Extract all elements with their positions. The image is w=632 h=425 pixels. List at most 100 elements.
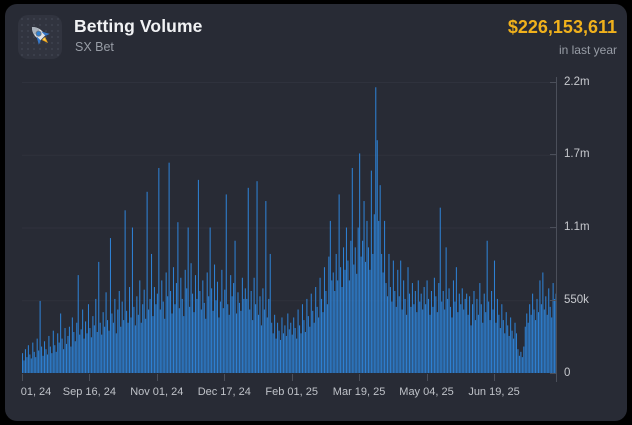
volume-bar[interactable] [306,298,308,373]
volume-bar[interactable] [420,293,422,373]
volume-bar[interactable] [477,314,479,373]
volume-bar[interactable] [244,288,246,373]
volume-bar[interactable] [178,308,180,373]
volume-bar[interactable] [523,346,525,373]
volume-bar[interactable] [318,317,320,373]
volume-bar[interactable] [303,320,305,373]
volume-bar[interactable] [489,320,491,373]
volume-bar[interactable] [548,288,550,373]
volume-bar[interactable] [508,335,510,373]
volume-bar[interactable] [219,301,221,373]
volume-bar[interactable] [554,298,556,373]
volume-bar[interactable] [89,328,91,373]
volume-bar[interactable] [532,293,534,373]
volume-bar[interactable] [52,330,54,373]
volume-bar[interactable] [22,353,24,373]
volume-bar[interactable] [362,240,364,373]
volume-bar[interactable] [312,310,314,373]
volume-bar[interactable] [429,314,431,373]
volume-bar[interactable] [384,220,386,373]
volume-bar[interactable] [436,312,438,373]
volume-bar[interactable] [58,342,60,373]
volume-bar[interactable] [107,320,109,373]
volume-bar[interactable] [335,253,337,373]
volume-bar[interactable] [301,304,304,373]
volume-bar[interactable] [197,179,199,373]
volume-bar[interactable] [326,304,328,373]
volume-bar[interactable] [353,264,355,373]
volume-bar[interactable] [282,333,284,373]
volume-bar[interactable] [545,296,547,373]
volume-bar[interactable] [39,300,41,373]
volume-bar[interactable] [133,306,135,373]
volume-bar[interactable] [491,290,493,373]
volume-bar[interactable] [260,325,262,373]
volume-bar[interactable] [476,298,478,373]
volume-bar[interactable] [205,318,207,373]
volume-bar[interactable] [256,181,258,373]
volume-bar[interactable] [278,330,280,373]
volume-bar[interactable] [269,253,271,373]
volume-bar[interactable] [364,261,367,373]
volume-bar[interactable] [316,306,318,373]
volume-bar[interactable] [543,309,545,373]
volume-bar[interactable] [143,289,145,373]
volume-bar[interactable] [366,220,368,373]
volume-bar[interactable] [221,269,223,373]
volume-bar[interactable] [304,332,306,373]
volume-bar[interactable] [48,335,50,373]
volume-bar[interactable] [479,283,481,373]
volume-bar[interactable] [262,288,264,373]
volume-bar[interactable] [460,304,462,373]
volume-bar[interactable] [444,309,446,373]
volume-bar[interactable] [423,287,425,373]
volume-bar[interactable] [398,296,400,373]
volume-bar[interactable] [68,326,70,373]
volume-bar[interactable] [247,187,249,373]
volume-bar[interactable] [498,314,500,373]
volume-bar[interactable] [174,304,176,373]
volume-bar[interactable] [74,341,76,373]
volume-bar[interactable] [274,314,276,373]
volume-bar[interactable] [520,351,522,373]
volume-bar[interactable] [227,304,229,373]
volume-bar[interactable] [115,333,117,373]
volume-bar[interactable] [136,296,138,373]
volume-bar[interactable] [92,316,94,373]
volume-bar[interactable] [378,220,380,373]
volume-bar[interactable] [332,272,334,373]
volume-bar[interactable] [46,354,48,373]
volume-bar[interactable] [41,346,43,373]
volume-bar[interactable] [517,349,519,373]
volume-bar[interactable] [130,317,132,373]
volume-bar[interactable] [90,337,92,373]
volume-bar[interactable] [167,296,169,373]
volume-bar[interactable] [435,296,437,373]
volume-bar[interactable] [51,353,53,373]
volume-bar[interactable] [388,253,390,373]
volume-bar[interactable] [177,222,179,373]
volume-bar[interactable] [158,167,160,373]
volume-bar[interactable] [268,298,270,373]
volume-bar[interactable] [341,287,343,373]
volume-bar[interactable] [35,357,37,373]
volume-bar[interactable] [325,290,327,373]
volume-bar[interactable] [61,338,63,373]
volume-bar[interactable] [507,325,509,373]
volume-bar[interactable] [322,312,324,373]
volume-bar[interactable] [360,256,362,373]
volume-bar[interactable] [425,304,427,373]
volume-bar[interactable] [452,280,454,373]
volume-bar[interactable] [288,329,290,373]
volume-bar[interactable] [344,269,346,373]
volume-bar[interactable] [530,314,532,373]
volume-bar[interactable] [181,298,183,373]
volume-bar[interactable] [196,298,198,373]
volume-bar[interactable] [414,290,416,373]
volume-bar[interactable] [206,272,208,373]
volume-bar[interactable] [43,341,46,373]
volume-bar[interactable] [448,288,450,373]
volume-bar[interactable] [417,280,419,373]
volume-bar[interactable] [215,300,217,373]
volume-bar[interactable] [370,170,372,373]
